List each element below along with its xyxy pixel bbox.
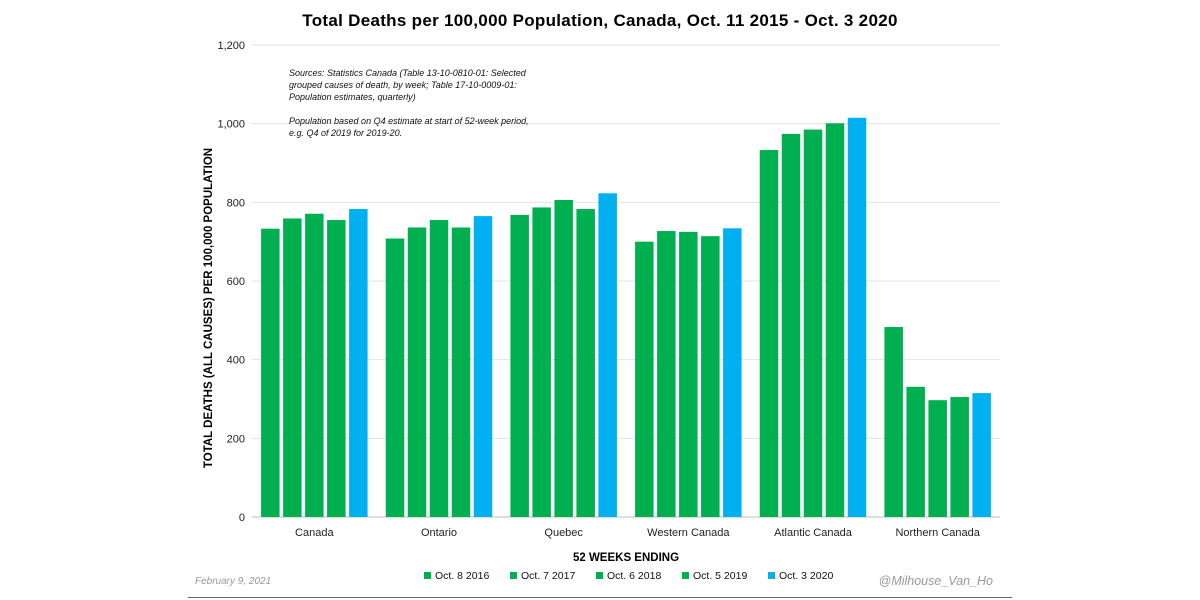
bar — [327, 220, 346, 518]
bar — [825, 123, 845, 518]
bar — [451, 227, 471, 518]
bar — [847, 117, 867, 518]
y-tick-label: 200 — [227, 433, 245, 445]
bar — [723, 228, 742, 517]
note-line: grouped causes of death, by week; Table … — [289, 80, 517, 90]
legend-label: Oct. 7 2017 — [521, 570, 575, 582]
x-tick-label: Atlantic Canada — [774, 527, 853, 539]
bar — [576, 209, 595, 517]
bar — [972, 393, 991, 517]
chart-title: Total Deaths per 100,000 Population, Can… — [302, 11, 897, 30]
legend-label: Oct. 6 2018 — [607, 570, 661, 582]
bars — [261, 117, 991, 518]
bar — [510, 214, 529, 518]
x-tick-label: Western Canada — [647, 527, 730, 539]
x-tick-label: Northern Canada — [895, 527, 980, 539]
bar — [407, 227, 427, 518]
bar — [781, 133, 801, 518]
y-tick-label: 1,200 — [217, 40, 245, 52]
note-line: Sources: Statistics Canada (Table 13-10-… — [289, 68, 527, 78]
y-tick-label: 600 — [227, 276, 245, 288]
date-stamp: February 9, 2021 — [195, 576, 271, 587]
bar — [385, 238, 405, 517]
bar — [657, 231, 676, 517]
y-tick-label: 400 — [227, 355, 245, 367]
bar — [884, 327, 903, 517]
y-axis-ticks: 0 200 400 600 800 1,000 1,200 — [217, 40, 245, 524]
bar — [803, 129, 823, 518]
x-tick-label: Quebec — [544, 527, 583, 539]
x-tick-label: Ontario — [421, 527, 457, 539]
bar — [429, 220, 449, 518]
x-tick-label: Canada — [295, 527, 334, 539]
bar — [283, 218, 302, 517]
legend-swatch — [682, 572, 689, 579]
y-tick-label: 1,000 — [217, 119, 245, 131]
bar — [598, 193, 617, 517]
bar — [679, 231, 698, 518]
bottom-rule — [188, 597, 1012, 598]
author-handle: @Milhouse_Van_Ho — [879, 574, 993, 588]
x-axis-label: 52 WEEKS ENDING — [573, 552, 679, 564]
bar — [759, 150, 779, 517]
legend-swatch — [596, 572, 603, 579]
legend-swatch — [510, 572, 517, 579]
y-tick-label: 800 — [227, 197, 245, 209]
note-line: Population based on Q4 estimate at start… — [289, 116, 529, 126]
note-line: Population estimates, quarterly) — [289, 92, 416, 102]
bar — [305, 213, 324, 518]
legend: Oct. 8 2016 Oct. 7 2017 Oct. 6 2018 Oct. 5 … — [424, 570, 833, 582]
bar — [928, 400, 947, 517]
legend-swatch — [768, 572, 775, 579]
bar — [349, 209, 368, 517]
bar — [701, 236, 720, 517]
x-axis-categories: Canada Ontario Quebec Western Canada Atlanti… — [295, 527, 981, 539]
bar — [473, 216, 493, 517]
bar — [532, 207, 551, 518]
y-tick-label: 0 — [239, 512, 245, 524]
bar — [261, 228, 280, 518]
bar — [950, 397, 969, 517]
bar — [554, 199, 573, 517]
y-axis-label: TOTAL DEATHS (ALL CAUSES) PER 100,000 PO… — [203, 148, 215, 468]
legend-label: Oct. 8 2016 — [435, 570, 489, 582]
gridlines — [252, 44, 1000, 439]
legend-label: Oct. 3 2020 — [779, 570, 833, 582]
bar — [635, 241, 654, 517]
legend-swatch — [424, 572, 431, 579]
legend-label: Oct. 5 2019 — [693, 570, 747, 582]
note-line: e.g. Q4 of 2019 for 2019-20. — [289, 128, 402, 138]
source-note: Sources: Statistics Canada (Table 13-10-… — [289, 68, 529, 138]
bar — [906, 386, 925, 517]
